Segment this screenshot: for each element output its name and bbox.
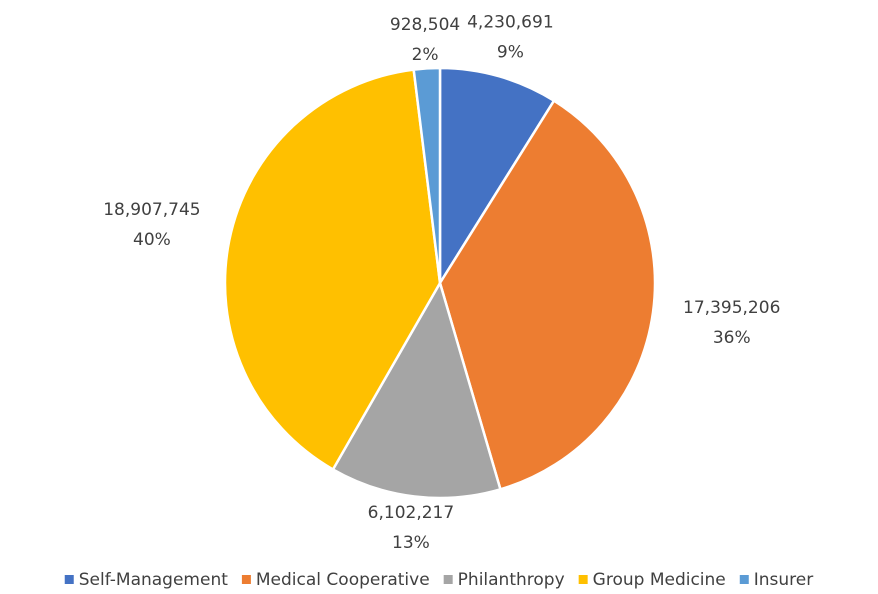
data-label-percent: 13% — [392, 533, 430, 553]
legend-label: Self-Management — [79, 570, 228, 590]
data-label-percent: 40% — [133, 230, 171, 250]
legend-label: Medical Cooperative — [256, 570, 430, 590]
pie-slice — [438, 66, 556, 288]
pie-slice — [412, 66, 442, 284]
data-label-value: 928,504 — [390, 15, 460, 35]
pie-slice — [438, 98, 657, 491]
pie-slice — [223, 68, 442, 472]
legend-label: Insurer — [754, 570, 813, 590]
legend-label: Group Medicine — [593, 570, 726, 590]
data-label-value: 4,230,691 — [467, 13, 554, 33]
data-label-percent: 2% — [412, 45, 439, 65]
legend-swatch — [64, 575, 74, 584]
legend-swatch — [443, 575, 453, 584]
legend-swatch — [578, 575, 588, 584]
legend-swatch — [739, 575, 749, 584]
data-label-value: 6,102,217 — [368, 503, 455, 523]
pie-slice — [331, 279, 502, 500]
data-label-percent: 36% — [713, 328, 751, 348]
data-label-percent: 9% — [497, 43, 524, 63]
data-label-value: 17,395,206 — [683, 298, 780, 318]
legend-label: Philanthropy — [458, 570, 565, 590]
data-label-value: 18,907,745 — [103, 200, 200, 220]
legend-swatch — [241, 575, 251, 584]
